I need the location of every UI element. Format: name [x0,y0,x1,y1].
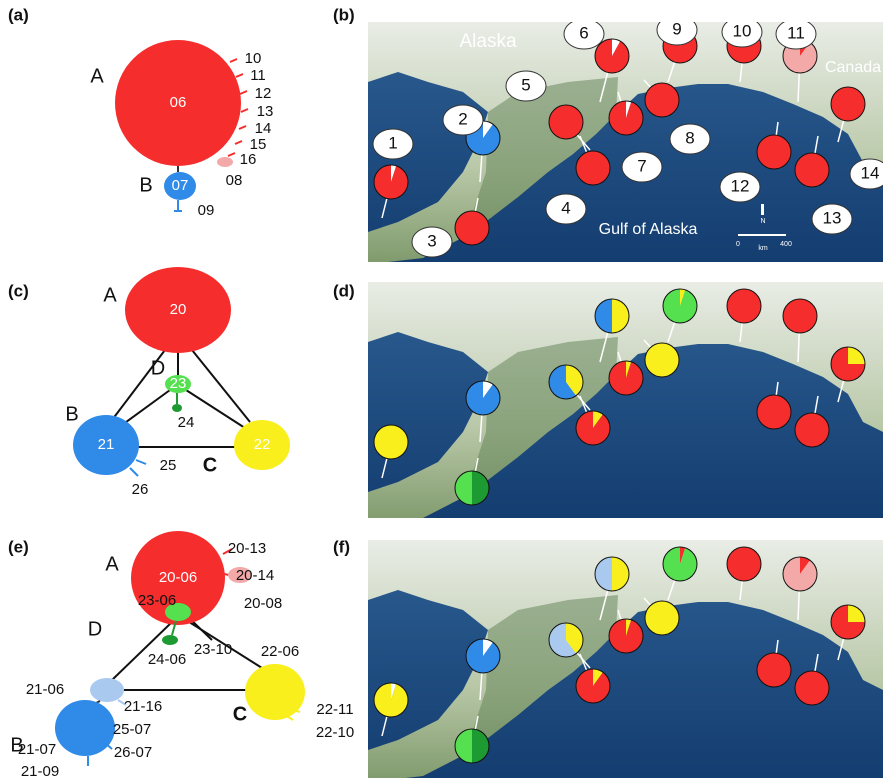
group-label: C [203,454,217,476]
scale-label: 0 [736,241,740,248]
figure: (a)(b)(c)(d)(e)(f)0607080910111213141516… [0,0,883,783]
haplotype-label: 22-06 [261,643,299,660]
group-label: D [88,618,102,640]
north-arrow [761,204,764,215]
haplotype-label: 14 [255,120,272,137]
site-label: 10 [733,21,752,40]
network-edge [122,390,170,425]
site-label: 12 [731,176,750,195]
panel-label: (e) [8,537,29,556]
map [368,282,883,524]
panel-label: (c) [8,281,29,300]
network-edge [192,350,250,422]
haplotype-node [172,404,182,412]
haplotype-label: 23-06 [138,592,176,609]
group-label: C [233,703,247,725]
haplotype-label: 26 [132,481,149,498]
haplotype-node [55,700,115,756]
group-label: A [105,553,119,575]
haplotype-label: 16 [240,151,257,168]
mutation-tick [240,91,247,94]
panel-label: (d) [333,281,355,300]
site-label: 4 [561,198,570,217]
haplotype-label: 20-06 [159,569,197,586]
haplotype-label: 21-16 [124,698,162,715]
group-label: D [151,357,165,379]
mutation-tick [241,109,248,112]
haplotype-label: 22-11 [316,701,353,718]
haplotype-label: 20 [170,301,187,318]
haplotype-label: 25-07 [113,721,151,738]
panel-label: (a) [8,5,29,24]
haplotype-label: 21-09 [21,763,59,780]
site-label: 14 [861,163,880,182]
mutation-tick [239,126,246,129]
group-label: B [139,174,152,196]
haplotype-label: 20-08 [244,595,282,612]
haplotype-label: 09 [198,202,215,219]
haplotype-label: 22-10 [316,724,354,741]
haplotype-label: 20-14 [236,567,274,584]
scale-label: km [758,245,768,252]
mutation-tick [236,74,243,77]
haplotype-node [217,157,233,167]
haplotype-label: 23 [170,375,187,392]
haplotype-label: 20-13 [228,540,266,557]
panel-label: (f) [333,537,350,556]
haplotype-label: 06 [170,94,187,111]
site-label: 6 [579,23,588,42]
site-label: 9 [672,19,681,38]
haplotype-label: 24 [178,414,195,431]
group-label: A [103,284,117,306]
group-label: B [10,734,23,756]
north-label: N [760,218,765,225]
haplotype-node [162,635,178,645]
haplotype-label: 23-10 [194,641,232,658]
panel-label: (b) [333,5,355,24]
network-edge [186,390,245,428]
group-label: B [65,403,78,425]
site-label: 8 [685,128,694,147]
haplotype-label: 22 [254,436,271,453]
mutation-tick [130,468,138,476]
haplotype-label: 10 [245,50,262,67]
mutation-tick [230,59,237,62]
haplotype-label: 08 [226,172,243,189]
place-label: Canada [825,59,881,76]
haplotype-label: 21 [98,436,115,453]
mutation-tick [235,141,242,144]
map [368,540,883,782]
mutation-tick [136,460,146,464]
site-label: 1 [388,133,397,152]
site-label: 2 [458,109,467,128]
haplotype-label: 07 [172,177,189,194]
mutation-tick [228,153,235,156]
place-label: Alaska [459,31,516,52]
haplotype-label: 26-07 [114,744,152,761]
site-label: 7 [637,156,646,175]
site-label: 3 [427,231,436,250]
group-label: A [90,65,104,87]
haplotype-label: 25 [160,457,177,474]
site-label: 5 [521,75,530,94]
haplotype-label: 12 [255,85,272,102]
haplotype-label: 13 [257,103,274,120]
place-label: Gulf of Alaska [599,221,698,238]
haplotype-node [90,678,124,702]
site-label: 13 [823,208,842,227]
site-label: 11 [787,23,805,42]
haplotype-label: 21-06 [26,681,64,698]
scale-label: 400 [780,241,792,248]
haplotype-label: 11 [250,67,266,84]
haplotype-label: 24-06 [148,651,186,668]
page: {"panel_labels": ["(a)", "(b)", "(c)", "… [0,0,883,783]
